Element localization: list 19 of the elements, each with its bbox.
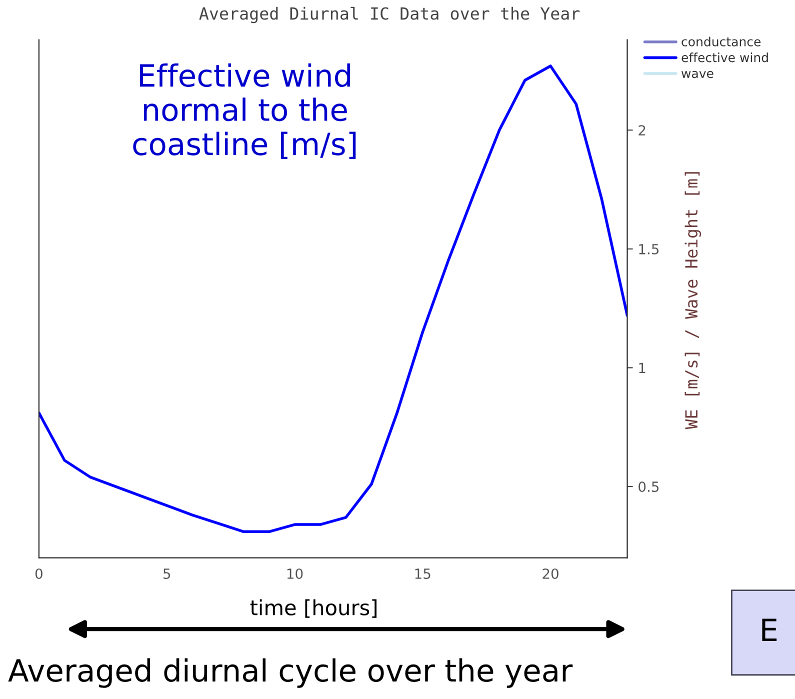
chart-title: Averaged Diurnal IC Data over the Year [199, 6, 580, 24]
line-series [38, 64, 628, 534]
y-tick-label: 0.5 [638, 481, 659, 492]
y-tick-label: 1.5 [639, 244, 659, 254]
x-tick-label: 5 [164, 568, 170, 579]
y-tick-label: 1 [639, 362, 646, 373]
x-tick-label: 15 [415, 568, 430, 579]
legend-label: wave [682, 70, 714, 78]
annotation: Effective wind normal to the coastline [m/s] [133, 63, 356, 160]
x-axis-title: time [hours] [250, 599, 376, 618]
legend-label: conductance [682, 36, 761, 46]
legend-label: effective wind [682, 52, 768, 62]
text: E [762, 618, 777, 642]
y-axis-title: WE [m/s] / Wave Height [m] [684, 172, 702, 430]
y-tick-label: 2 [638, 125, 646, 136]
x-tick-label: 20 [542, 568, 558, 579]
x-tick-label: 0 [35, 568, 42, 579]
text: Averaged diurnal cycle over the year [8, 658, 573, 688]
x-tick-label: 10 [287, 568, 303, 579]
